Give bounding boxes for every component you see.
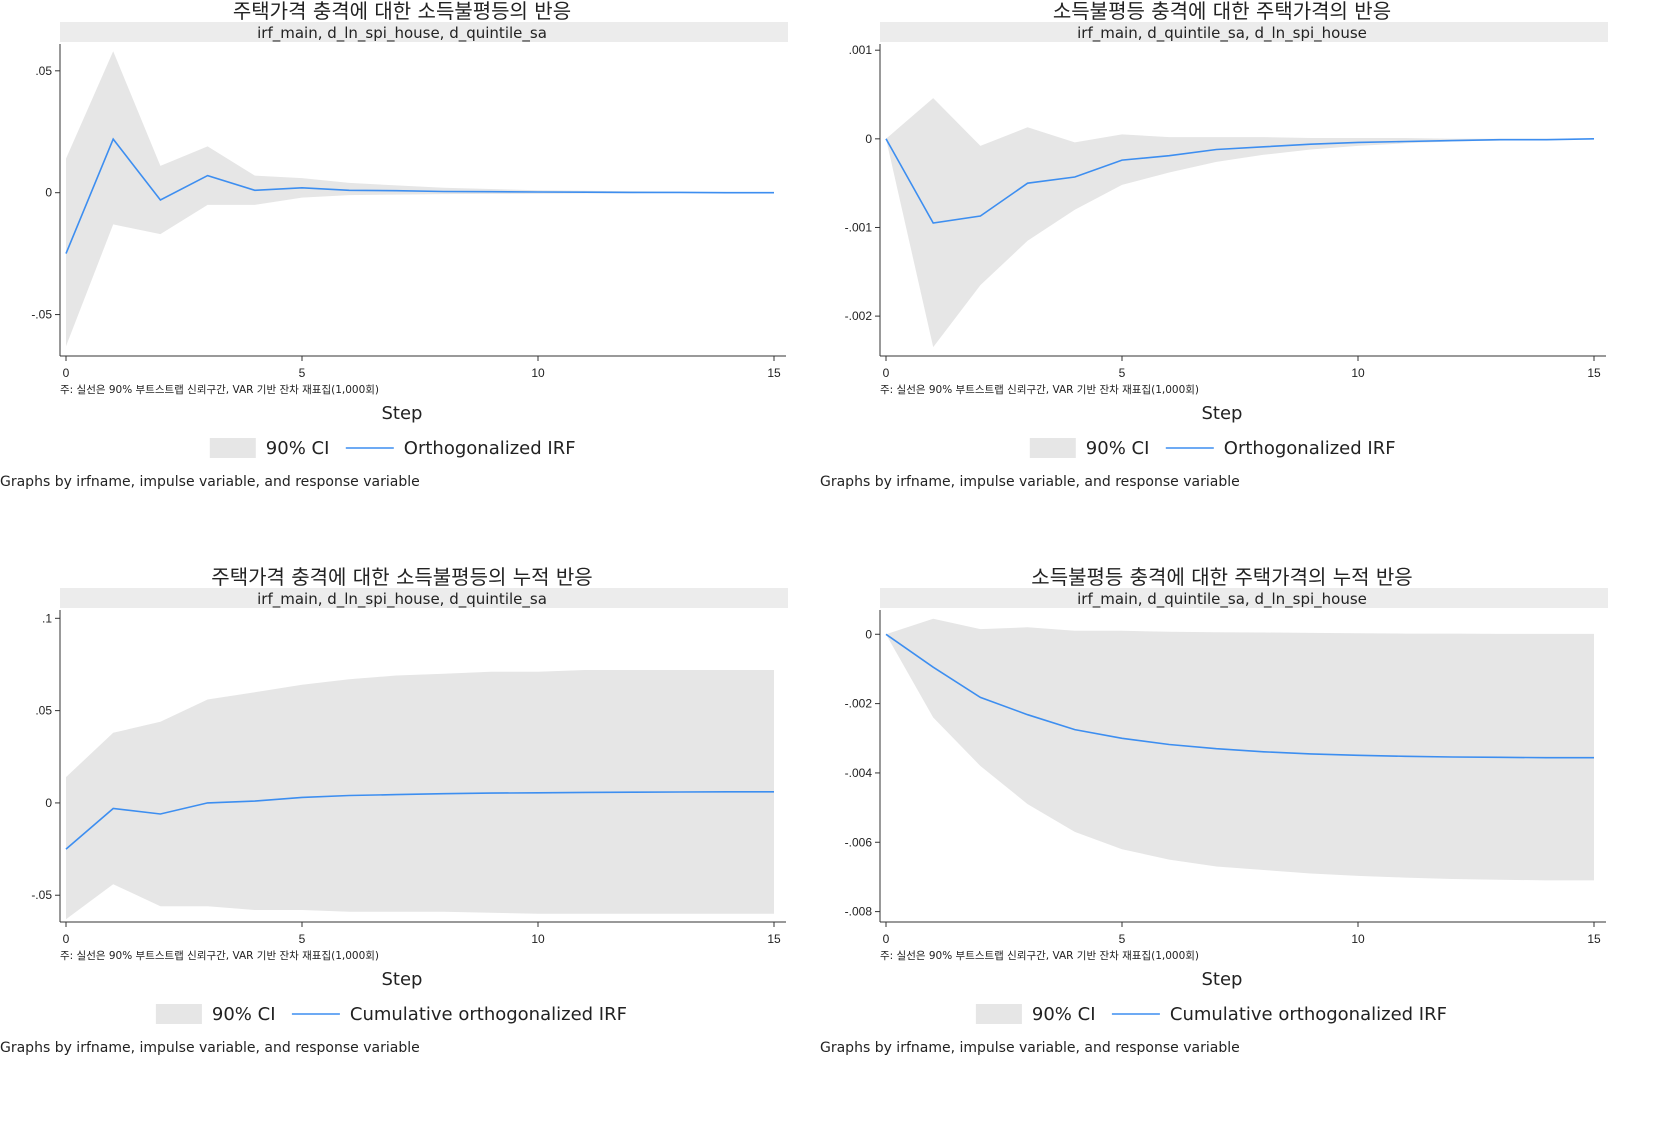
y-tick-label: -.002 (845, 697, 873, 711)
irf-line (65, 137, 774, 254)
y-tick-label: 0 (45, 796, 52, 810)
chart-title: 소득불평등 충격에 대한 주택가격의 반응 (1053, 0, 1391, 23)
x-tick-label: 0 (883, 932, 890, 946)
panel-bottom-right: 소득불평등 충격에 대한 주택가격의 누적 반응 irf_main, d_quin… (820, 565, 1646, 1122)
x-tick-label: 15 (1587, 366, 1601, 380)
x-tick-label: 15 (1587, 932, 1601, 946)
x-tick-label: 0 (883, 366, 890, 380)
chart-title: 주택가격 충격에 대한 소득불평등의 누적 반응 (211, 565, 592, 589)
y-tick-label: .05 (35, 704, 52, 718)
irf-line (65, 791, 774, 850)
x-tick-label: 5 (1119, 366, 1126, 380)
irf-line (885, 633, 1594, 759)
subtitle-strip (60, 22, 788, 42)
y-tick-label: 0 (865, 627, 872, 641)
graphs-by-note: Graphs by irfname, impulse variable, and… (0, 1040, 420, 1056)
ci-band (886, 98, 1594, 348)
legend-ci-swatch (155, 1004, 202, 1024)
legend-ci-label: 90% CI (212, 1004, 276, 1025)
x-tick-label: 10 (1351, 932, 1365, 946)
legend-line-label: Cumulative orthogonalized IRF (1170, 1004, 1447, 1025)
x-axis-label: Step (382, 969, 423, 990)
x-tick-label: 15 (767, 932, 781, 946)
x-tick-label: 0 (63, 932, 70, 946)
subtitle-strip (880, 22, 1608, 42)
y-tick-label: 0 (45, 186, 52, 200)
legend-ci-label: 90% CI (1032, 1004, 1096, 1025)
y-tick-label: 0 (865, 132, 872, 146)
y-tick-label: -.001 (845, 220, 873, 234)
chart-note: 주: 실선은 90% 부트스트랩 신뢰구간, VAR 기반 잔차 재표집(1,0… (60, 950, 379, 962)
subtitle-strip (880, 588, 1608, 608)
legend-ci-label: 90% CI (266, 438, 330, 459)
y-tick-label: -.006 (845, 835, 873, 849)
x-tick-label: 5 (299, 932, 306, 946)
legend-line-label: Cumulative orthogonalized IRF (350, 1004, 627, 1025)
x-tick-label: 5 (299, 366, 306, 380)
chart-title: 주택가격 충격에 대한 소득불평등의 반응 (233, 0, 571, 23)
ci-band (66, 51, 774, 347)
y-tick-label: .05 (35, 64, 52, 78)
y-tick-label: -.05 (31, 888, 52, 902)
chart-title: 소득불평등 충격에 대한 주택가격의 누적 반응 (1031, 565, 1412, 589)
chart-subtitle: irf_main, d_quintile_sa, d_ln_spi_house (1077, 590, 1367, 609)
legend-ci-swatch (1029, 438, 1076, 458)
panel-top-right: 소득불평등 충격에 대한 주택가격의 반응 irf_main, d_quintil… (820, 0, 1646, 556)
x-tick-label: 15 (767, 366, 781, 380)
legend-ci-swatch (975, 1004, 1022, 1024)
panel-bottom-left: 주택가격 충격에 대한 소득불평등의 누적 반응 irf_main, d_ln_s… (0, 565, 826, 1122)
x-tick-label: 5 (1119, 932, 1126, 946)
chart-note: 주: 실선은 90% 부트스트랩 신뢰구간, VAR 기반 잔차 재표집(1,0… (60, 384, 379, 396)
y-tick-label: -.008 (845, 905, 873, 919)
y-tick-label: .001 (849, 43, 873, 57)
graphs-by-note: Graphs by irfname, impulse variable, and… (820, 474, 1240, 490)
x-axis-label: Step (382, 403, 423, 424)
legend-line-label: Orthogonalized IRF (404, 438, 576, 459)
x-tick-label: 10 (1351, 366, 1365, 380)
x-axis-label: Step (1202, 403, 1243, 424)
graphs-by-note: Graphs by irfname, impulse variable, and… (820, 1040, 1240, 1056)
irf-line (885, 138, 1595, 224)
subtitle-strip (60, 588, 788, 608)
legend-ci-swatch (209, 438, 256, 458)
y-tick-label: -.002 (845, 309, 873, 323)
chart-note: 주: 실선은 90% 부트스트랩 신뢰구간, VAR 기반 잔차 재표집(1,0… (880, 950, 1199, 962)
x-tick-label: 0 (63, 366, 70, 380)
chart-subtitle: irf_main, d_quintile_sa, d_ln_spi_house (1077, 24, 1367, 43)
x-tick-label: 10 (531, 932, 545, 946)
chart-note: 주: 실선은 90% 부트스트랩 신뢰구간, VAR 기반 잔차 재표집(1,0… (880, 384, 1199, 396)
x-tick-label: 10 (531, 366, 545, 380)
y-tick-label: -.004 (845, 766, 873, 780)
y-tick-label: -.05 (31, 308, 52, 322)
x-axis-label: Step (1202, 969, 1243, 990)
chart-subtitle: irf_main, d_ln_spi_house, d_quintile_sa (257, 24, 547, 43)
panel-top-left: 주택가격 충격에 대한 소득불평등의 반응 irf_main, d_ln_spi_… (0, 0, 826, 556)
legend-ci-label: 90% CI (1086, 438, 1150, 459)
legend-line-label: Orthogonalized IRF (1224, 438, 1396, 459)
y-tick-label: .1 (42, 611, 52, 625)
chart-subtitle: irf_main, d_ln_spi_house, d_quintile_sa (257, 590, 547, 609)
graphs-by-note: Graphs by irfname, impulse variable, and… (0, 474, 420, 490)
